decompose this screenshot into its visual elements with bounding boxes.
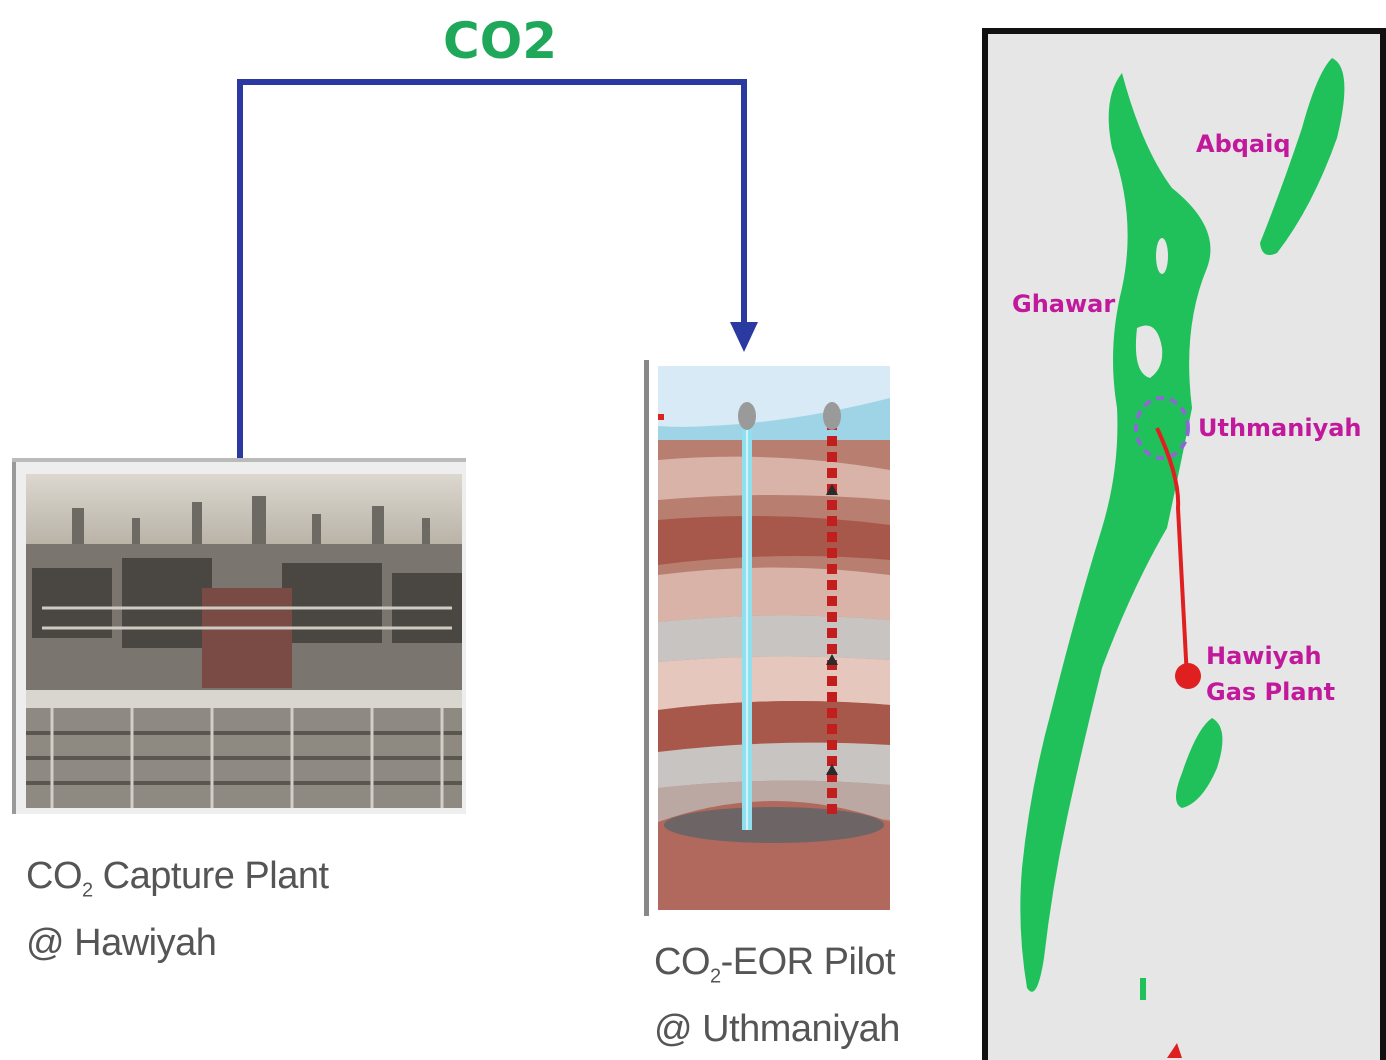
abqaiq-field bbox=[1260, 58, 1345, 256]
eor-well-diagram bbox=[644, 360, 890, 916]
co2-flow-arrow bbox=[237, 79, 758, 460]
arrow-line bbox=[237, 79, 747, 460]
eor-caption-sub: 2 bbox=[710, 965, 721, 988]
capture-plant-photo bbox=[12, 458, 466, 814]
map-label-hawiyah-line1: Hawiyah bbox=[1206, 642, 1322, 670]
arrow-head bbox=[730, 322, 758, 352]
uthmaniyah-circle bbox=[1134, 396, 1190, 460]
hawiyah-plant-marker bbox=[1175, 663, 1201, 689]
oil-field-map bbox=[982, 28, 1386, 1060]
map-label-uthmaniyah: Uthmaniyah bbox=[1198, 414, 1362, 442]
small-field-dot bbox=[1140, 978, 1146, 1000]
map-label-hawiyah: Hawiyah Gas Plant bbox=[1206, 638, 1335, 710]
eor-caption-location: @ Uthmaniyah bbox=[654, 1007, 900, 1050]
eor-pilot-caption: CO2-EOR Pilot @ Uthmaniyah bbox=[654, 936, 900, 1055]
ghawar-field bbox=[1020, 73, 1211, 992]
eor-caption-rest: -EOR Pilot bbox=[720, 941, 896, 983]
map-label-abqaiq: Abqaiq bbox=[1196, 130, 1291, 158]
small-field-south bbox=[1176, 718, 1223, 808]
map-label-ghawar: Ghawar bbox=[1012, 290, 1116, 318]
flow-label-co2: CO2 bbox=[443, 12, 557, 70]
pipeline bbox=[1155, 427, 1189, 679]
capture-plant-caption: CO2 Capture Plant @ Hawiyah bbox=[26, 850, 329, 969]
capture-caption-rest: Capture Plant bbox=[92, 855, 329, 897]
capture-caption-sub: 2 bbox=[82, 879, 93, 902]
eor-caption-prefix: CO bbox=[654, 941, 711, 983]
capture-caption-location: @ Hawiyah bbox=[26, 921, 217, 964]
map-label-hawiyah-line2: Gas Plant bbox=[1206, 678, 1336, 706]
capture-caption-prefix: CO bbox=[26, 855, 83, 897]
